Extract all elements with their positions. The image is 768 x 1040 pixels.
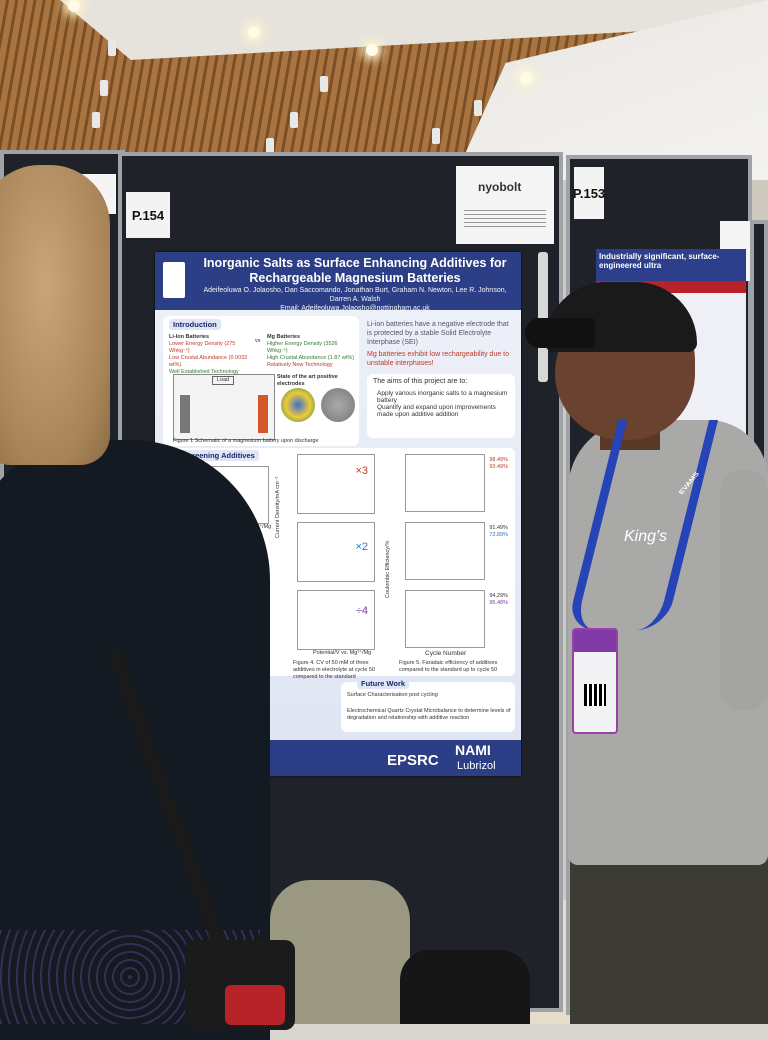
mg-column: Mg Batteries Higher Energy Density (3526…	[267, 334, 357, 369]
li-ion-title: Li-Ion Batteries	[169, 334, 210, 340]
cap-brim	[525, 318, 595, 348]
aims-list: Apply various inorganic salts to a magne…	[377, 390, 509, 418]
aim-item: Quantify and expand upon improvements ma…	[377, 404, 496, 418]
axis-label: Current Density/mA cm⁻²	[275, 476, 281, 538]
ceiling-light	[520, 72, 532, 84]
versus-text: vs	[255, 338, 261, 344]
poster-header: Inorganic Salts as Surface Enhancing Add…	[155, 252, 521, 313]
author-email: Email: Adeifeoluwa.Jolaosho@nottingham.a…	[280, 305, 430, 312]
qr-code-icon	[584, 684, 606, 706]
ceiling-light	[68, 0, 80, 12]
mg-point: Relatively New Technology	[267, 362, 333, 368]
aims-section: The aims of this project are to: Apply v…	[367, 374, 515, 438]
axis-label: Potential/V vs. Mg²⁺/Mg	[313, 650, 372, 656]
mg-low-rechargeability-text: Mg batteries exhibit low rechargeability…	[367, 351, 510, 367]
battery-schematic: Load	[173, 374, 275, 440]
future-item: Electrochemical Quartz Crystal Microbala…	[347, 708, 511, 721]
poster-number-tag: P.153	[573, 167, 605, 219]
li-ion-column: Li-Ion Batteries Lower Energy Density (2…	[169, 334, 255, 376]
ceiling-light	[248, 26, 260, 38]
mg-point: High Crustal Abundance (1.87 wt%)	[267, 355, 355, 361]
university-crest-icon	[163, 262, 185, 298]
mg-title: Mg Batteries	[267, 334, 301, 340]
load-label: Load	[212, 376, 235, 385]
cv-plot-additive3: ÷4	[297, 590, 375, 650]
mg-point: Higher Energy Density (3526 Whkg⁻¹)	[267, 341, 338, 354]
badge-header	[574, 630, 616, 652]
future-item: Surface Characterisation post cycling	[347, 692, 438, 698]
li-point: Lower Energy Density (275 Whkg⁻¹)	[169, 341, 236, 354]
cv-plot-additive2: ×2	[297, 522, 375, 582]
efficiency-plot-2: 91.49% 73.89%	[405, 522, 508, 580]
efficiency-value: 93.49%	[489, 464, 508, 470]
handbag-red-panel	[225, 985, 285, 1025]
shirt-logo-text: King's	[624, 528, 668, 545]
poster-title: Inorganic Salts as Surface Enhancing Add…	[195, 256, 515, 286]
brand-card: nyobolt	[456, 166, 554, 244]
right-poster-title: Industrially significant, surface-engine…	[596, 249, 746, 281]
efficiency-value: 91.49%	[489, 525, 508, 531]
figure4-caption: Figure 4. CV of 50 mM of three additives…	[293, 660, 375, 680]
lubrizol-logo: Lubrizol	[457, 760, 496, 772]
brand-card-table	[464, 210, 546, 230]
aims-intro: The aims of this project are to:	[373, 378, 468, 385]
multiplier-label: ×2	[355, 541, 368, 553]
state-of-art-label: State of the art positive electrodes	[277, 374, 338, 387]
screening-label: Screening Additives	[179, 450, 259, 461]
efficiency-plot-1: 98.49% 93.49%	[405, 454, 508, 512]
efficiency-value: 98.49%	[489, 457, 508, 463]
track-spotlight	[108, 40, 116, 56]
name-badge	[572, 628, 618, 734]
crystal-structure-icon	[321, 388, 355, 422]
track-spotlight	[290, 112, 298, 128]
aim-item: Apply various inorganic salts to a magne…	[377, 390, 508, 404]
negative-electrode	[180, 395, 190, 433]
presenter-trousers	[570, 850, 768, 1024]
introduction-label: Introduction	[169, 319, 221, 330]
woman-hair	[0, 165, 110, 465]
track-spotlight	[100, 80, 108, 96]
efficiency-plot-3: 94.29% 95.48%	[405, 590, 508, 648]
li-point: Well Established Technology	[169, 369, 239, 375]
future-work-section: Future Work Surface Characterisation pos…	[341, 678, 515, 732]
track-spotlight	[92, 112, 100, 128]
li-point: Low Crustal Abundance (0.0032 wt%)	[169, 355, 248, 368]
poster-title-line2: Rechargeable Magnesium Batteries	[249, 271, 461, 285]
future-work-label: Future Work	[357, 678, 410, 689]
efficiency-value: 94.29%	[489, 593, 508, 599]
efficiency-value: 73.89%	[489, 532, 508, 538]
poster-authors: Adeifeoluwa O. Jolaosho, Dan Saccomando,…	[195, 286, 515, 313]
track-spotlight	[474, 100, 482, 116]
nami-logo: NAMI	[455, 742, 491, 758]
sei-text: Li-ion batteries have a negative electro…	[367, 321, 509, 346]
brand-logo-text: nyobolt	[478, 180, 522, 194]
axis-label: Cycle Number	[425, 650, 467, 657]
poster-number-tag: P.154	[126, 192, 170, 238]
black-bag	[400, 950, 530, 1024]
crystal-structure-icon	[281, 388, 315, 422]
poster-title-line1: Inorganic Salts as Surface Enhancing Add…	[203, 256, 507, 270]
track-spotlight	[320, 76, 328, 92]
multiplier-label: ÷4	[355, 605, 368, 617]
presenter-arm	[720, 470, 768, 710]
figure1-caption: Figure 1 Schematic of a magnesium batter…	[173, 438, 319, 444]
author-list: Adeifeoluwa O. Jolaosho, Dan Saccomando,…	[203, 287, 507, 303]
introduction-section: Introduction Li-Ion Batteries Lower Ener…	[163, 316, 359, 446]
lanyard-text: EVAMS	[677, 471, 701, 496]
efficiency-value: 95.48%	[489, 600, 508, 606]
cv-plot-additive1: ×3	[297, 454, 375, 514]
epsrc-logo: EPSRC	[387, 752, 439, 769]
board-clip-strip	[538, 252, 548, 382]
axis-label: Coulombic Efficiency/%	[385, 540, 391, 598]
track-spotlight	[266, 138, 274, 154]
track-spotlight	[432, 128, 440, 144]
multiplier-label: ×3	[355, 465, 368, 477]
ceiling-light	[366, 44, 378, 56]
figure5-caption: Figure 5. Faradaic efficiency of additiv…	[399, 660, 498, 673]
positive-electrode	[258, 395, 268, 433]
